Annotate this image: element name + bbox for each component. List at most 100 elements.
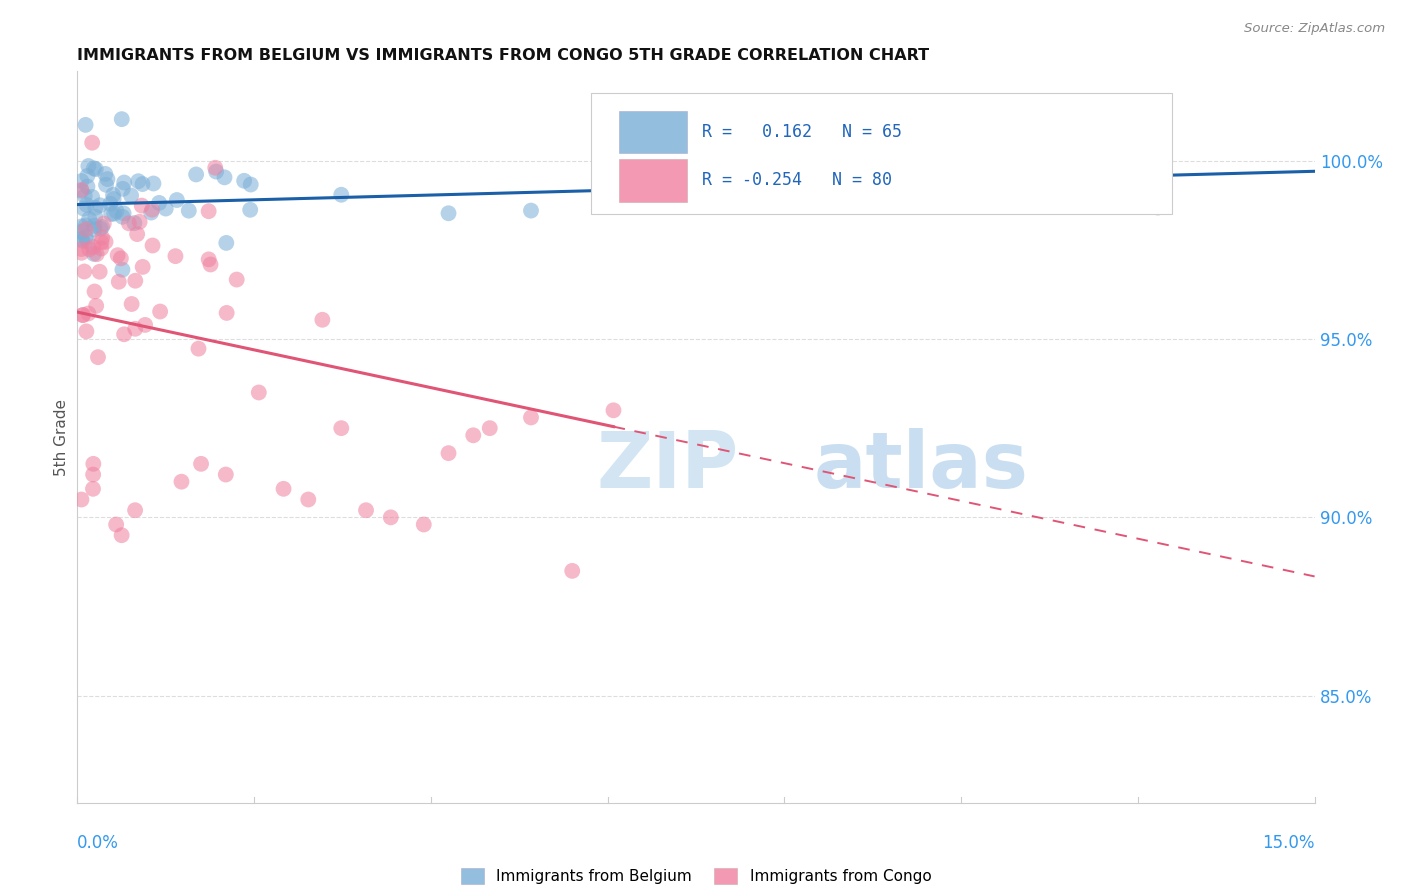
Point: [105, 204, 128, 219]
Point: [124, 274, 146, 288]
Point: [77, 211, 100, 226]
Point: [90, 242, 112, 256]
Point: [520, 203, 543, 218]
Point: [142, 177, 165, 191]
Point: [93, 217, 115, 231]
Point: [200, 258, 222, 272]
Point: [602, 403, 624, 417]
Point: [437, 206, 460, 220]
Point: [84, 299, 107, 313]
Point: [73, 189, 96, 203]
Point: [131, 177, 153, 191]
Point: [83, 219, 105, 233]
Point: [273, 482, 295, 496]
Point: [112, 327, 135, 342]
Point: [111, 210, 134, 224]
Point: [297, 492, 319, 507]
Point: [380, 510, 402, 524]
Point: [103, 206, 125, 220]
Point: [70, 245, 93, 260]
Text: atlas: atlas: [814, 428, 1028, 504]
Point: [561, 564, 583, 578]
Point: [76, 234, 98, 248]
Point: [70, 492, 93, 507]
Point: [70, 232, 93, 246]
Y-axis label: 5th Grade: 5th Grade: [53, 399, 69, 475]
Point: [148, 195, 170, 210]
FancyBboxPatch shape: [591, 94, 1173, 214]
Point: [72, 234, 94, 248]
Point: [84, 162, 107, 177]
Point: [75, 219, 97, 233]
Point: [76, 179, 98, 194]
Point: [177, 203, 200, 218]
Point: [141, 205, 163, 219]
Point: [73, 264, 96, 278]
Point: [330, 187, 353, 202]
Point: [215, 235, 238, 250]
Point: [98, 197, 121, 211]
Point: [82, 190, 104, 204]
Point: [70, 183, 93, 197]
Point: [131, 198, 153, 212]
Point: [83, 161, 105, 176]
Point: [76, 169, 98, 183]
Point: [127, 174, 149, 188]
Point: [105, 517, 128, 532]
Point: [141, 202, 163, 217]
Point: [77, 159, 100, 173]
Point: [107, 248, 129, 262]
Point: [77, 243, 100, 257]
Point: [82, 136, 104, 150]
Point: [215, 306, 238, 320]
Point: [70, 242, 93, 256]
Point: [94, 167, 117, 181]
Point: [83, 285, 105, 299]
Point: [72, 308, 94, 322]
Point: [76, 198, 98, 212]
Point: [247, 385, 270, 400]
Point: [75, 324, 97, 338]
Point: [72, 308, 94, 322]
Point: [86, 247, 108, 261]
Point: [89, 198, 111, 212]
Point: [91, 219, 114, 234]
Point: [94, 235, 117, 249]
Point: [184, 168, 207, 182]
Point: [112, 206, 135, 220]
Point: [84, 201, 107, 215]
Point: [77, 306, 100, 320]
Point: [197, 252, 219, 267]
Point: [110, 252, 132, 266]
Point: [107, 275, 129, 289]
Text: Source: ZipAtlas.com: Source: ZipAtlas.com: [1244, 22, 1385, 36]
Point: [127, 227, 149, 241]
Text: 0.0%: 0.0%: [77, 834, 120, 852]
Point: [166, 193, 188, 207]
Point: [83, 222, 105, 236]
Point: [82, 240, 104, 254]
Point: [111, 182, 134, 196]
Point: [239, 178, 262, 192]
Point: [463, 428, 485, 442]
Point: [84, 210, 107, 224]
Point: [75, 118, 97, 132]
Point: [96, 172, 118, 186]
Point: [354, 503, 377, 517]
Bar: [619, 159, 688, 202]
Point: [233, 174, 256, 188]
Point: [120, 188, 142, 202]
Point: [155, 202, 177, 216]
Point: [89, 265, 111, 279]
Point: [90, 221, 112, 235]
Point: [124, 322, 146, 336]
Point: [70, 225, 93, 239]
Point: [190, 457, 212, 471]
Point: [149, 304, 172, 318]
Text: IMMIGRANTS FROM BELGIUM VS IMMIGRANTS FROM CONGO 5TH GRADE CORRELATION CHART: IMMIGRANTS FROM BELGIUM VS IMMIGRANTS FR…: [77, 48, 929, 63]
Point: [70, 184, 93, 198]
Point: [204, 161, 226, 175]
Point: [170, 475, 193, 489]
Point: [124, 503, 146, 517]
Text: 15.0%: 15.0%: [1263, 834, 1315, 852]
